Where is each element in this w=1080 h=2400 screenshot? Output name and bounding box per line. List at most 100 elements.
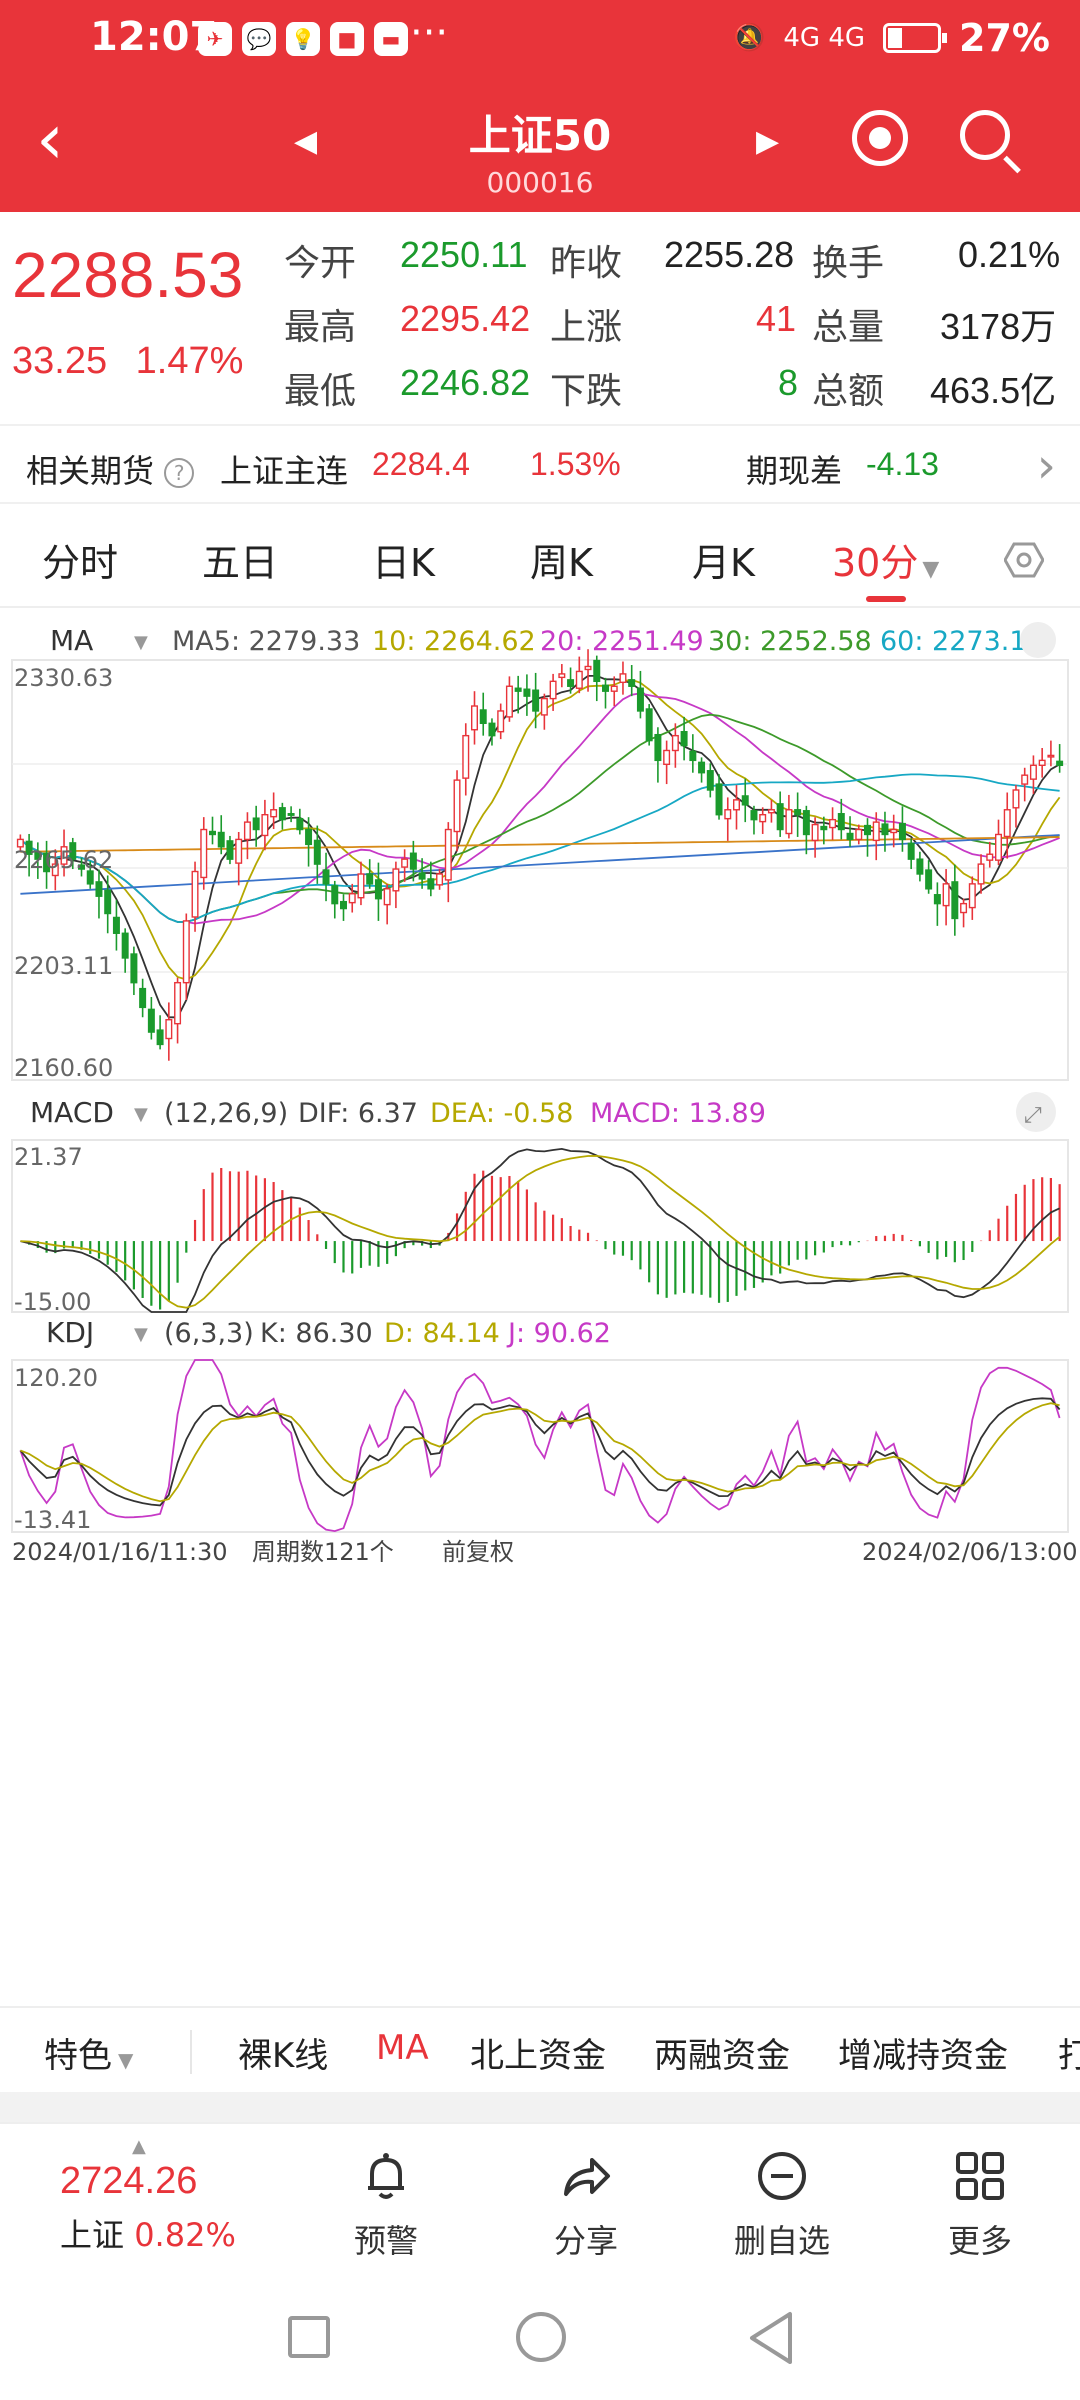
sh-index-value[interactable]: 2724.26 — [60, 2160, 198, 2202]
share-icon — [564, 2158, 610, 2196]
nav-bar: ‹ ◀ 上证50 000016 ▶ — [0, 80, 1080, 212]
macd-axis-bottom: -15.00 — [14, 1288, 91, 1316]
sh-index-info[interactable]: 上证 0.82% — [60, 2210, 236, 2256]
naked-k-tool[interactable]: 裸K线 — [238, 2036, 329, 2076]
candle-body — [174, 981, 182, 1025]
candle-body — [383, 888, 391, 906]
share-button[interactable]: 分享 — [506, 2148, 666, 2262]
change-percent: 1.47% — [135, 340, 244, 382]
kdj-dropdown-icon[interactable]: ▼ — [134, 1324, 148, 1345]
remove-watchlist-button[interactable]: 删自选 — [702, 2148, 862, 2262]
caret-up-icon: ▲ — [132, 2136, 146, 2157]
candle-body — [636, 687, 644, 712]
candle-body — [968, 883, 976, 909]
candle-body — [296, 817, 304, 831]
macd-expand-icon[interactable] — [1016, 1092, 1056, 1132]
search-icon[interactable] — [960, 110, 1010, 160]
candle-body — [95, 881, 103, 897]
more-tool[interactable]: 打 — [1058, 2036, 1080, 2076]
northbound-tool[interactable]: 北上资金 — [470, 2036, 606, 2076]
candle-body — [558, 673, 566, 679]
battery-icon — [883, 23, 948, 53]
candle-body — [278, 807, 286, 821]
candle-body — [654, 733, 662, 762]
kdj-axis-bottom: -13.41 — [14, 1506, 91, 1534]
candle-body — [802, 810, 810, 836]
candle-body — [1038, 759, 1046, 767]
status-app-icons: ✈ 💬 💡 ■ ▬ — [198, 22, 408, 56]
futures-label: 相关期货 ? — [26, 446, 195, 492]
candle-body — [628, 679, 636, 687]
kline-chart[interactable]: MA ▼ MA5: 2279.33 10: 2264.62 20: 2251.4… — [0, 610, 1080, 2000]
back-button[interactable]: ‹ — [36, 98, 64, 180]
home-button[interactable] — [516, 2312, 566, 2362]
feature-tool[interactable]: 特色 ▼ — [44, 2028, 133, 2077]
ma60-value: 60: 2273.19 — [880, 626, 1044, 657]
candle-body — [130, 953, 138, 984]
candle-body — [820, 825, 828, 831]
chevron-right-icon[interactable]: › — [1036, 438, 1056, 494]
candle-body — [366, 873, 374, 885]
recents-button[interactable] — [288, 2316, 330, 2358]
volume-label: 总量 — [812, 307, 885, 348]
price-axis-low: 2203.11 — [14, 952, 113, 980]
holding-change-tool[interactable]: 增减持资金 — [838, 2036, 1008, 2076]
ma-indicator-label[interactable]: MA — [50, 624, 93, 657]
amount-label: 总额 — [812, 371, 885, 412]
candle-body — [706, 770, 714, 791]
alert-button[interactable]: 预警 — [306, 2148, 466, 2262]
tab-30min[interactable]: 30分 ▼ — [832, 532, 939, 587]
tab-daily-k[interactable]: 日K — [372, 541, 435, 585]
more-button[interactable]: 更多 — [900, 2148, 1060, 2262]
mascot-icon[interactable] — [852, 110, 908, 166]
chevron-down-icon: ▼ — [118, 2048, 134, 2072]
macd-dropdown-icon[interactable]: ▼ — [134, 1104, 148, 1125]
candle-body — [846, 832, 854, 841]
candle-body — [610, 685, 618, 692]
tab-five-day[interactable]: 五日 — [202, 541, 279, 585]
candle-body — [925, 869, 933, 890]
candle-body — [532, 689, 540, 712]
tab-monthly-k[interactable]: 月K — [692, 541, 755, 585]
candle-body — [147, 1008, 155, 1033]
tab-weekly-k[interactable]: 周K — [530, 541, 593, 585]
candle-body — [357, 873, 365, 899]
candle-body — [427, 878, 435, 890]
candle-body — [104, 889, 112, 915]
system-back-button[interactable] — [746, 2310, 796, 2366]
candle-body — [619, 673, 627, 684]
candle-body — [25, 840, 33, 855]
price-axis-bottom: 2160.60 — [14, 1054, 113, 1082]
margin-tool[interactable]: 两融资金 — [654, 2036, 790, 2076]
tab-intraday[interactable]: 分时 — [42, 541, 119, 585]
high-value: 2295.42 — [400, 298, 531, 339]
prev-stock-button[interactable]: ◀ — [294, 124, 318, 159]
ma-dropdown-icon[interactable]: ▼ — [134, 632, 148, 653]
settings-icon[interactable] — [1004, 542, 1044, 578]
adjust-mode[interactable]: 前复权 — [442, 1538, 514, 1566]
help-icon[interactable]: ? — [164, 458, 195, 488]
candle-body — [689, 750, 697, 762]
macd-value: MACD: 13.89 — [590, 1098, 766, 1129]
high-label: 最高 — [284, 307, 357, 348]
app-notification-icon: ✈ — [198, 22, 232, 56]
candle-body — [986, 853, 994, 861]
kdj-panel-frame — [11, 1359, 1069, 1533]
candle-body — [331, 885, 339, 905]
bulb-notification-icon: 💡 — [286, 22, 320, 56]
period-count: 周期数121个 — [252, 1538, 394, 1566]
candle-body — [593, 659, 601, 683]
ma-expand-icon[interactable] — [1020, 622, 1056, 658]
amount-value: 463.5亿 — [930, 370, 1057, 411]
kdj-indicator-label[interactable]: KDJ — [46, 1316, 94, 1349]
next-stock-button[interactable]: ▶ — [756, 124, 780, 159]
related-futures-row[interactable]: 相关期货 ? 上证主连 2284.4 1.53% 期现差 -4.13 › — [0, 424, 1080, 504]
macd-indicator-label[interactable]: MACD — [30, 1096, 114, 1129]
candle-body — [43, 852, 51, 873]
ma-tool[interactable]: MA — [376, 2028, 429, 2068]
prev-close-label: 昨收 — [550, 243, 623, 284]
candle-body — [750, 810, 758, 821]
candle-body — [767, 809, 775, 814]
bell-icon — [368, 2153, 404, 2199]
candle-body — [872, 821, 880, 842]
